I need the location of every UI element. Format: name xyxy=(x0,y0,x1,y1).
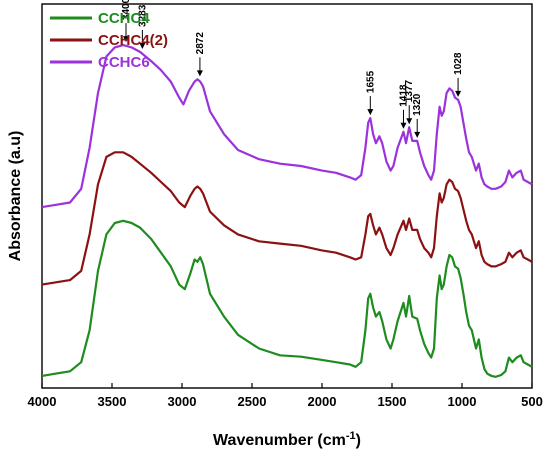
annotation-arrowhead xyxy=(406,118,413,125)
x-tick-label: 3000 xyxy=(168,394,197,409)
series-line xyxy=(41,151,533,286)
annotation-label: 3283 xyxy=(137,4,148,27)
legend: CCHC4 CCHC4(2) CCHC6 xyxy=(50,10,168,71)
annotation-arrowhead xyxy=(400,122,407,129)
y-axis-title: Absorbance (a.u) xyxy=(7,131,24,262)
legend-label: CCHC4(2) xyxy=(98,32,168,49)
annotation-arrowhead xyxy=(367,109,374,116)
annotation-arrowhead xyxy=(414,131,421,138)
annotation-label: 1028 xyxy=(453,52,464,75)
series-layer xyxy=(41,44,533,378)
x-tick-label: 1000 xyxy=(448,394,477,409)
legend-label: CCHC6 xyxy=(98,54,150,71)
x-tick-label: 2000 xyxy=(308,394,337,409)
x-tick-label: 2500 xyxy=(238,394,267,409)
x-tick-label: 1500 xyxy=(378,394,407,409)
annotation-label: 1418 xyxy=(398,84,409,107)
annotation-arrowhead xyxy=(139,42,146,49)
series-line xyxy=(41,44,533,209)
annotation-label: 1655 xyxy=(365,70,376,93)
plot-frame xyxy=(41,3,533,389)
annotation-label: 2872 xyxy=(195,32,206,55)
x-tick-label: 3500 xyxy=(98,394,127,409)
x-axis-ticks: 4000 3500 3000 2500 2000 1500 1000 500 xyxy=(28,383,543,409)
annotation-arrowhead xyxy=(455,90,462,97)
annotation-label: 3400 xyxy=(121,0,132,20)
annotation-label: 1320 xyxy=(412,93,423,116)
x-tick-label: 500 xyxy=(521,394,543,409)
annotation-label: 1377 xyxy=(404,80,415,103)
annotation-arrowhead xyxy=(196,70,203,77)
x-axis-title: Wavenumber (cm-1) xyxy=(213,430,361,449)
x-tick-label: 4000 xyxy=(28,394,57,409)
series-line xyxy=(41,219,533,378)
legend-label: CCHC4 xyxy=(98,10,150,27)
annotation-arrowhead xyxy=(123,36,129,43)
